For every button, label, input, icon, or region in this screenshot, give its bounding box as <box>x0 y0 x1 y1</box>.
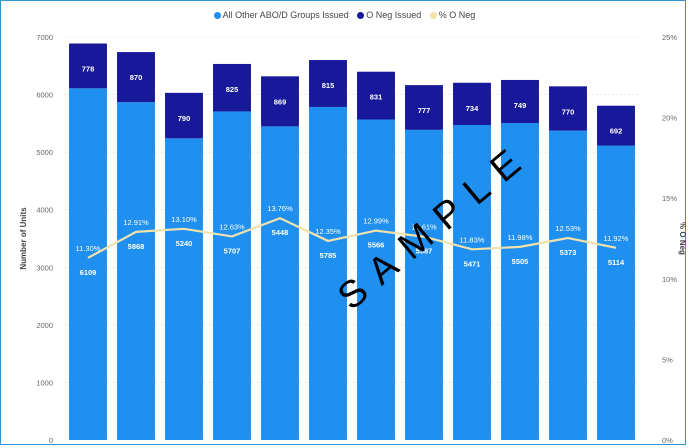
bar-oneg <box>213 63 251 112</box>
data-label-oneg: 749 <box>514 101 527 110</box>
bar-oneg <box>309 60 347 107</box>
y2-tick-label: 20% <box>662 114 677 123</box>
legend-label-oneg: O Neg Issued <box>366 10 422 20</box>
data-label-other: 6109 <box>80 268 97 277</box>
y2-tick-label: 0% <box>662 436 673 445</box>
bar-other <box>165 138 203 440</box>
data-label-pct: 12.53% <box>555 224 581 233</box>
bar-oneg <box>261 76 299 127</box>
legend-item-pct: % O Neg <box>429 10 476 20</box>
data-label-oneg: 790 <box>178 114 191 123</box>
data-label-oneg: 815 <box>322 81 335 90</box>
data-label-pct: 12.35% <box>315 227 341 236</box>
data-label-pct: 12.99% <box>363 217 389 226</box>
y2-tick-label: 25% <box>662 33 677 42</box>
data-label-pct: 13.76% <box>267 204 293 213</box>
data-label-oneg: 869 <box>274 97 287 106</box>
bar-other <box>309 106 347 441</box>
bar-other <box>405 129 443 440</box>
bar-oneg <box>453 82 491 126</box>
data-label-pct: 11.83% <box>460 235 485 244</box>
data-label-oneg: 870 <box>130 73 143 82</box>
data-label-other: 5387 <box>416 247 433 256</box>
bar-other <box>261 126 299 440</box>
data-label-oneg: 692 <box>610 127 623 136</box>
bar-other <box>357 119 395 440</box>
legend-item-oneg: O Neg Issued <box>357 10 421 20</box>
bar-other <box>213 111 251 441</box>
data-label-other: 5373 <box>560 248 577 257</box>
y-tick-label: 0 <box>49 436 53 445</box>
y-axis-title: Number of Units <box>19 207 28 270</box>
data-label-other: 5868 <box>128 242 145 251</box>
data-label-oneg: 777 <box>418 106 431 115</box>
y2-tick-label: 5% <box>662 355 673 364</box>
bar-other <box>117 102 155 440</box>
bar-oneg <box>69 43 107 89</box>
bar-oneg <box>501 79 539 124</box>
legend: All Other ABO/D Groups Issued O Neg Issu… <box>0 10 689 21</box>
data-label-pct: 11.30% <box>76 244 101 253</box>
legend-dot-pct <box>429 11 437 19</box>
bar-oneg <box>165 92 203 139</box>
bar-oneg <box>597 105 635 146</box>
line-pct-oneg <box>87 216 617 259</box>
data-label-other: 5785 <box>320 251 337 260</box>
y-tick-label: 7000 <box>36 33 53 42</box>
bar-other <box>69 88 107 440</box>
data-label-other: 5505 <box>512 257 529 266</box>
data-label-pct: 11.92% <box>604 234 629 243</box>
y-tick-label: 1000 <box>36 378 53 387</box>
y-tick-label: 4000 <box>36 206 53 215</box>
data-label-pct: 12.63% <box>219 222 245 231</box>
data-label-other: 5114 <box>608 258 625 267</box>
data-label-pct: 13.10% <box>171 215 197 224</box>
data-label-other: 5566 <box>368 241 385 250</box>
bar-other <box>453 125 491 441</box>
bar-oneg <box>549 86 587 131</box>
y-tick-label: 3000 <box>36 263 53 272</box>
bar-oneg <box>405 85 443 130</box>
data-label-other: 5707 <box>224 246 241 255</box>
bar-oneg <box>357 71 395 120</box>
legend-item-other: All Other ABO/D Groups Issued <box>213 10 349 20</box>
y-tick-label: 5000 <box>36 148 53 157</box>
legend-dot-other <box>213 11 221 19</box>
y2-tick-label: 10% <box>662 275 677 284</box>
data-label-oneg: 825 <box>226 85 239 94</box>
y2-tick-label: 15% <box>662 194 677 203</box>
legend-label-pct: % O Neg <box>438 10 476 20</box>
data-label-pct: 12.91% <box>123 218 149 227</box>
data-label-pct: 12.61% <box>411 223 437 232</box>
bar-other <box>501 123 539 441</box>
y-tick-label: 2000 <box>36 321 53 330</box>
bar-oneg <box>117 52 155 103</box>
data-label-oneg: 831 <box>370 93 383 102</box>
data-label-other: 5240 <box>176 239 193 248</box>
data-label-other: 5448 <box>272 228 289 237</box>
bar-other <box>549 130 587 441</box>
legend-dot-oneg <box>357 11 365 19</box>
bar-other <box>597 145 635 440</box>
data-label-oneg: 778 <box>82 65 95 74</box>
legend-label-other: All Other ABO/D Groups Issued <box>222 10 349 20</box>
y2-axis-title: % O Neg <box>678 222 687 255</box>
data-label-other: 5471 <box>464 259 481 268</box>
data-label-oneg: 734 <box>466 104 479 113</box>
y-tick-label: 6000 <box>36 91 53 100</box>
data-label-pct: 11.98% <box>508 233 533 242</box>
data-label-oneg: 770 <box>562 107 575 116</box>
